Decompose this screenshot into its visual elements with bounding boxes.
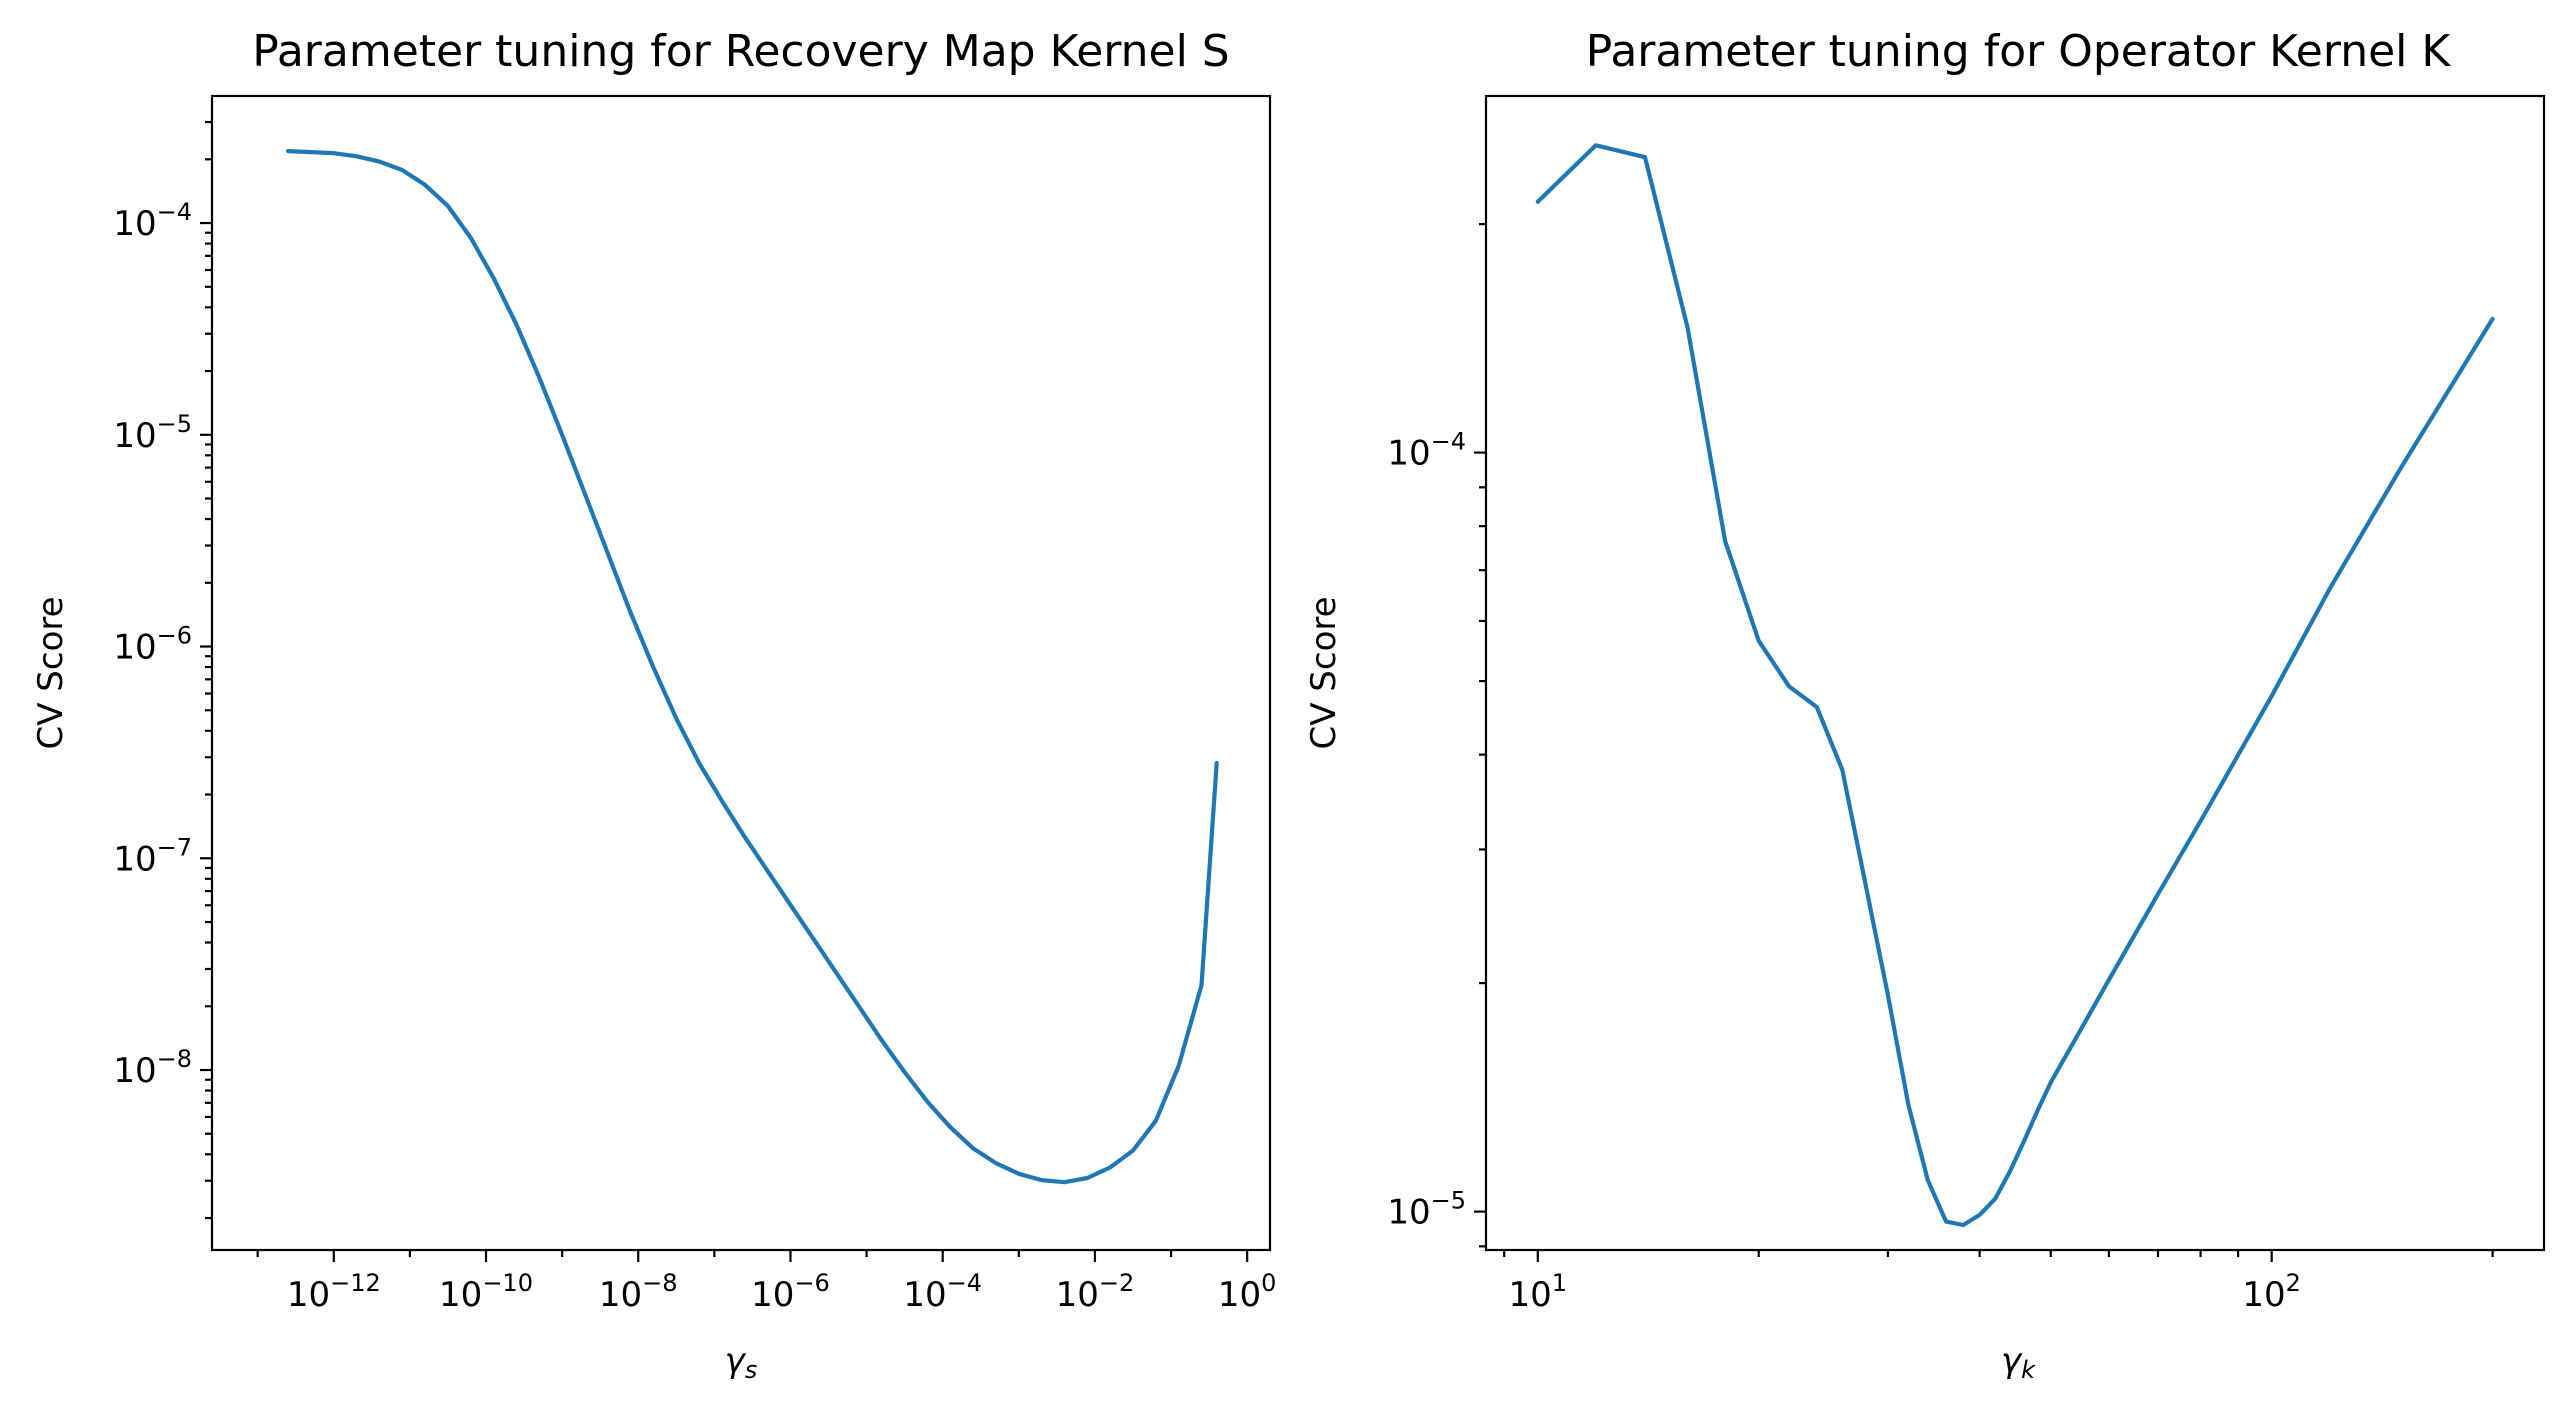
x-tick-label: 10−4 (903, 1269, 982, 1315)
tick-label-exponent: 0 (1261, 1269, 1276, 1297)
tick-label-exponent: −4 (1431, 428, 1466, 456)
y-tick-label: 10−7 (113, 833, 192, 879)
tick-label-exponent: −7 (157, 833, 192, 861)
tick-label-exponent: −5 (157, 410, 192, 438)
x-tick-label: 10−6 (751, 1269, 830, 1315)
tick-label-base: 10 (1387, 434, 1430, 474)
cv-score-line (1538, 145, 2493, 1225)
x-tick-label: 10−10 (439, 1269, 533, 1315)
y-axis-ticks: 10−410−5 (1387, 428, 1486, 1233)
y-tick-label: 10−5 (1387, 1187, 1466, 1233)
tick-label-base: 10 (113, 628, 156, 668)
tick-label-exponent: −6 (794, 1269, 829, 1297)
tick-label-base: 10 (1056, 1275, 1099, 1315)
tick-label-exponent: −2 (1099, 1269, 1134, 1297)
tick-label-base: 10 (113, 839, 156, 879)
chart-title: Parameter tuning for Recovery Map Kernel… (252, 26, 1229, 77)
y-axis-ticks: 10−410−510−610−710−8 (113, 198, 212, 1091)
tick-label-base: 10 (287, 1275, 330, 1315)
x-tick-label: 10−2 (1056, 1269, 1135, 1315)
y-tick-label: 10−4 (1387, 428, 1466, 474)
chart-operator-kernel-k: Parameter tuning for Operator Kernel K 1… (1304, 26, 2544, 1384)
tick-label-base: 10 (113, 1051, 156, 1091)
tick-label-base: 10 (903, 1275, 946, 1315)
tick-label-exponent: −12 (330, 1269, 381, 1297)
tick-label-base: 10 (113, 416, 156, 456)
plot-area-frame (212, 96, 1270, 1250)
x-tick-label: 100 (1218, 1269, 1277, 1315)
x-axis-label: γk (2001, 1341, 2036, 1384)
tick-label-exponent: −8 (642, 1269, 677, 1297)
y-tick-label: 10−8 (113, 1045, 192, 1091)
tick-label-base: 10 (1387, 1193, 1430, 1233)
minor-ticks (205, 122, 1171, 1257)
tick-label-base: 10 (1509, 1275, 1552, 1315)
tick-label-base: 10 (439, 1275, 482, 1315)
tick-label-base: 10 (2242, 1275, 2285, 1315)
cv-score-line (288, 151, 1217, 1182)
chart-recovery-map-kernel-s: Parameter tuning for Recovery Map Kernel… (31, 26, 1276, 1384)
y-tick-label: 10−5 (113, 410, 192, 456)
x-tick-label: 101 (1509, 1269, 1568, 1315)
x-tick-label: 10−12 (287, 1269, 381, 1315)
tick-label-exponent: 2 (2286, 1269, 2301, 1297)
x-tick-label: 10−8 (599, 1269, 678, 1315)
x-axis-label: γs (725, 1341, 758, 1384)
x-axis-ticks: 101 102 (1509, 1250, 2301, 1315)
x-tick-label: 102 (2242, 1269, 2301, 1315)
tick-label-exponent: −6 (157, 622, 192, 650)
y-tick-label: 10−6 (113, 622, 192, 668)
tick-label-exponent: −8 (157, 1045, 192, 1073)
y-axis-label: CV Score (1304, 596, 1344, 749)
tick-label-exponent: −4 (947, 1269, 982, 1297)
minor-ticks (1479, 224, 2493, 1257)
tick-label-base: 10 (1218, 1275, 1261, 1315)
tick-label-base: 10 (751, 1275, 794, 1315)
x-axis-ticks: 10−12 10−10 10−8 10−6 10−4 10−2 100 (287, 1250, 1277, 1315)
tick-label-exponent: −4 (157, 198, 192, 226)
plot-area-frame (1486, 96, 2544, 1250)
tick-label-exponent: −10 (482, 1269, 533, 1297)
tick-label-exponent: −5 (1431, 1187, 1466, 1215)
y-tick-label: 10−4 (113, 198, 192, 244)
chart-title: Parameter tuning for Operator Kernel K (1586, 26, 2452, 77)
y-axis-label: CV Score (31, 596, 71, 749)
tick-label-exponent: 1 (1552, 1269, 1567, 1297)
tick-label-base: 10 (599, 1275, 642, 1315)
tick-label-base: 10 (113, 204, 156, 244)
